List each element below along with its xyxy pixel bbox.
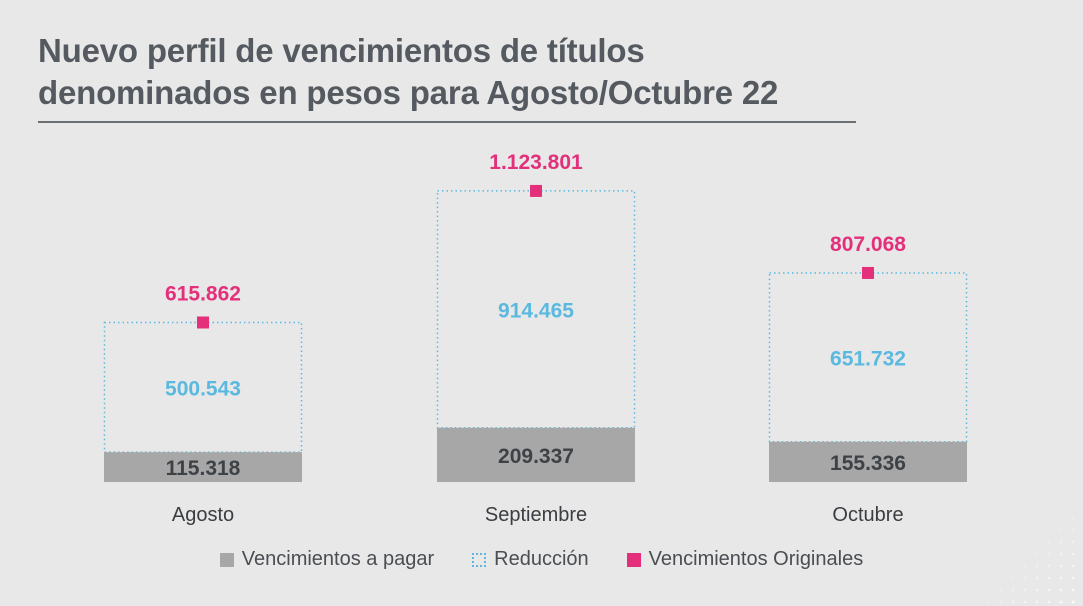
marker-originales-agosto: [197, 316, 209, 329]
label-reduccion-septiembre: 914.465: [498, 299, 574, 322]
marker-originales-octubre: [862, 266, 874, 279]
marker-originales-septiembre: [530, 184, 542, 197]
legend-swatch-pagar: [219, 552, 234, 567]
legend-label-pagar: Vencimientos a pagar: [241, 548, 435, 570]
bar-reduccion-agosto: [103, 321, 303, 453]
label-pagar-agosto: 115.318: [166, 457, 241, 480]
decorative-dot-pattern: [983, 476, 1083, 606]
legend-swatch-reduccion: [472, 552, 487, 567]
legend-label-originales: Vencimientos Originales: [648, 548, 864, 570]
bar-pagar-octubre: [769, 441, 967, 482]
legend-item-reduccion: Reducción: [472, 548, 589, 571]
category-label-agosto: Agosto: [172, 504, 234, 526]
chart-title: Nuevo perfil de vencimientos de títulos …: [38, 30, 778, 114]
label-originales-octubre: 807.068: [830, 233, 906, 256]
category-label-septiembre: Septiembre: [485, 504, 587, 526]
bar-pagar-septiembre: [437, 427, 635, 482]
label-originales-agosto: 615.862: [165, 282, 241, 305]
label-reduccion-agosto: 500.543: [165, 377, 241, 400]
chart-legend: Vencimientos a pagar Reducción Vencimien…: [0, 548, 1083, 571]
legend-swatch-originales: [626, 552, 641, 567]
chart-title-line-2: denominados en pesos para Agosto/Octubre…: [38, 74, 779, 111]
label-originales-septiembre: 1.123.801: [489, 151, 583, 174]
chart-title-line-1: Nuevo perfil de vencimientos de títulos: [38, 32, 645, 69]
legend-label-reduccion: Reducción: [494, 548, 589, 570]
title-underline: [38, 121, 856, 123]
bar-pagar-agosto: [104, 452, 302, 482]
stacked-bar-chart: 615.862 500.543 115.318 Agosto 1.123.801 914.…: [103, 151, 968, 526]
label-reduccion-octubre: 651.732: [830, 347, 906, 370]
legend-item-originales: Vencimientos Originales: [626, 548, 864, 571]
legend-item-pagar: Vencimientos a pagar: [219, 548, 435, 571]
label-pagar-octubre: 155.336: [830, 452, 906, 475]
category-label-octubre: Octubre: [832, 504, 903, 526]
label-pagar-septiembre: 209.337: [498, 445, 574, 468]
